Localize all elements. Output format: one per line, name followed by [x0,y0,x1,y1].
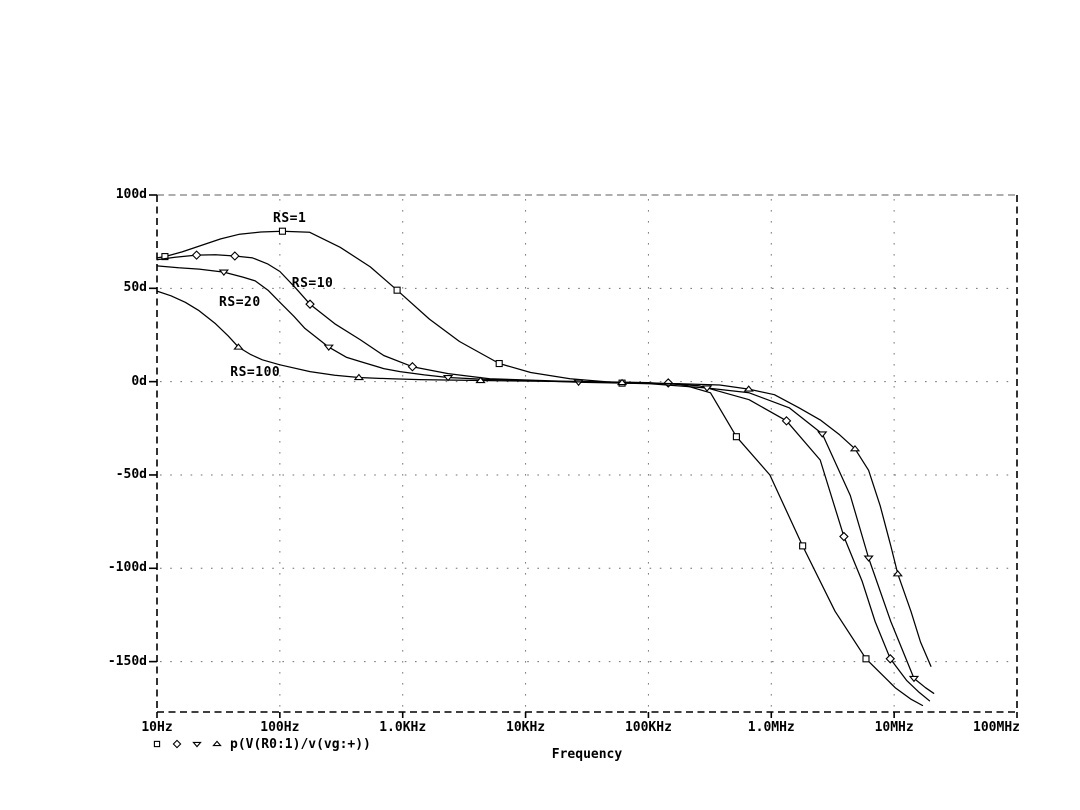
diamond-marker-icon [839,531,849,542]
triangle-down-marker-icon [323,344,334,351]
triangle-up-marker-icon [233,343,244,350]
triangle-up-marker-icon [892,570,903,577]
triangle-up-marker-icon [849,444,861,452]
series-curve-rs-1 [156,230,924,707]
diamond-marker-icon [407,361,418,372]
y-tick-label: -100d [107,560,147,576]
diamond-marker-icon [191,250,202,260]
square-marker-icon [732,433,740,441]
triangle-up-legend-marker-icon [212,740,222,747]
x-tick-label: 10MHz [874,720,914,735]
x-tick-label: 100KHz [624,720,672,735]
triangle-down-marker-icon [218,269,229,276]
y-tick-label: 50d [123,280,147,296]
series-curve-rs-100 [156,290,932,667]
triangle-down-marker-icon [817,431,828,438]
legend-markers [147,737,227,751]
y-tick-label: 100d [115,187,147,202]
diamond-marker-icon [781,416,792,426]
square-marker-icon [862,655,870,663]
y-tick-label: -150d [107,653,147,669]
square-legend-marker-icon [153,740,161,748]
triangle-down-legend-marker-icon [192,741,202,748]
square-marker-icon [495,359,503,368]
triangle-up-marker-icon [475,376,486,384]
triangle-up-marker-icon [353,373,365,381]
square-marker-icon [799,542,807,550]
curve-label-rs-1: RS=1 [273,210,307,226]
x-tick-label: 10KHz [505,720,546,735]
x-tick-label: 100Hz [260,720,300,735]
x-tick-label: 100MHz [973,720,1020,735]
curve-label-rs-20: RS=20 [219,294,261,310]
curve-label-rs-100: RS=100 [230,365,281,381]
curve-label-rs-10: RS=10 [291,276,334,292]
square-marker-icon [278,227,287,235]
diamond-marker-icon [305,299,315,309]
triangle-down-marker-icon [701,385,713,392]
x-axis-title: Frequency [551,747,623,762]
triangle-down-marker-icon [908,675,920,683]
square-marker-icon [153,740,161,748]
square-marker-icon [161,253,169,261]
diamond-legend-marker-icon [172,739,182,749]
legend-trace-expression: p(V(R0:1)/v(vg:+)) [230,736,371,752]
triangle-down-marker-icon [863,555,874,562]
triangle-up-marker-icon [212,740,222,747]
triangle-down-marker-icon [442,374,454,382]
series-curve-rs-10 [156,254,931,702]
triangle-up-marker-icon [743,385,754,392]
triangle-down-marker-icon [192,741,202,748]
diamond-marker-icon [230,251,240,261]
series-curve-rs-20 [156,265,935,694]
diamond-marker-icon [885,654,896,664]
square-marker-icon [393,286,401,294]
y-tick-label: 0d [131,373,147,389]
diamond-marker-icon [172,739,182,749]
triangle-up-marker-icon [616,378,628,386]
trace-legend: p(V(R0:1)/v(vg:+)) [147,736,371,752]
x-tick-label: 1.0KHz [379,720,427,735]
x-tick-label: 1.0MHz [747,720,795,735]
x-tick-label: 10Hz [141,720,173,735]
y-tick-label: -50d [115,466,147,482]
